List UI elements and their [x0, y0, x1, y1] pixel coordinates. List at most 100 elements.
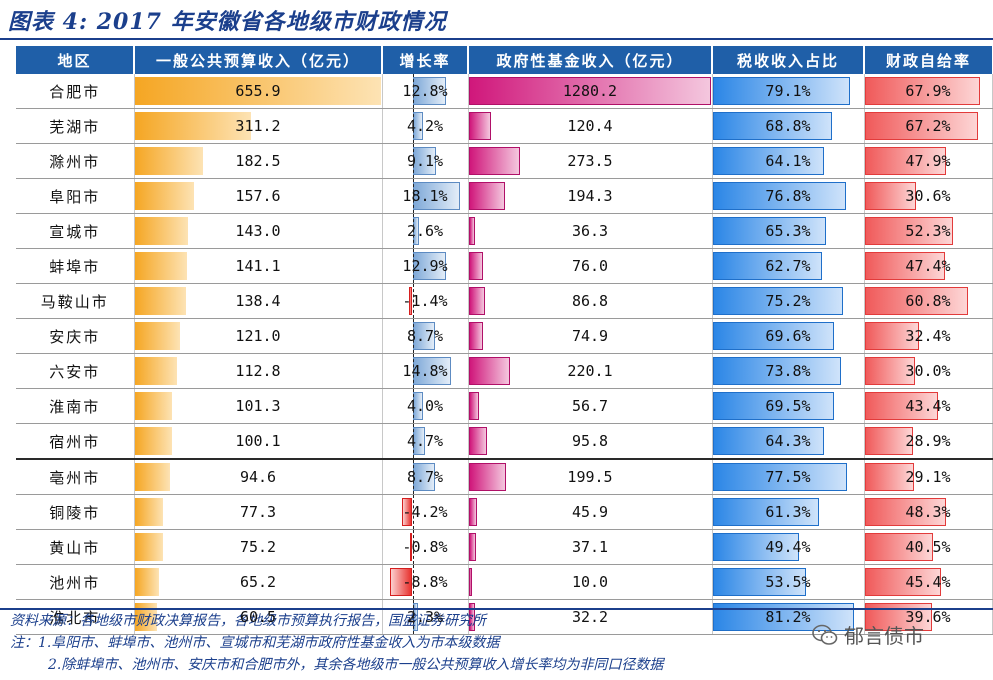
- budget-bar: [134, 533, 163, 561]
- self-cell-inner: 28.9%: [864, 424, 992, 458]
- budget-cell-inner: 138.4: [134, 284, 382, 318]
- budget-cell-inner: 311.2: [134, 109, 382, 143]
- region-cell: 宣城市: [16, 213, 135, 249]
- tax-value: 64.1%: [765, 152, 811, 170]
- self-cell-inner: 47.9%: [864, 144, 992, 178]
- fund-bar: [468, 287, 485, 315]
- tax-cell-inner: 79.1%: [712, 74, 864, 108]
- self-value: 48.3%: [905, 503, 951, 521]
- budget-value: 77.3: [239, 503, 277, 521]
- growth-cell: 12.8%: [382, 74, 469, 109]
- growth-value: 4.7%: [406, 432, 444, 450]
- budget-cell: 101.3: [134, 388, 383, 424]
- tax-bar: [712, 77, 851, 105]
- self-cell-inner: 45.4%: [864, 565, 992, 599]
- fund-bar: [468, 427, 487, 455]
- growth-cell-inner: 4.2%: [383, 109, 468, 143]
- table-row: 宣城市 143.0 2.6% 36.3 65.3% 52.3%: [16, 213, 993, 249]
- tax-value: 64.3%: [765, 432, 811, 450]
- region-cell: 黄山市: [16, 529, 135, 565]
- growth-value: 4.0%: [406, 397, 444, 415]
- fund-value: 76.0: [571, 257, 609, 275]
- growth-zero-axis: [412, 74, 414, 108]
- fund-cell-inner: 95.8: [468, 424, 712, 458]
- tax-cell-inner: 64.3%: [712, 424, 864, 458]
- table-row: 铜陵市 77.3 -4.2% 45.9 61.3% 48.3%: [16, 494, 993, 530]
- budget-value: 157.6: [235, 187, 281, 205]
- growth-cell: 8.7%: [382, 318, 469, 354]
- fund-cell: 1280.2: [468, 74, 713, 109]
- fund-cell-inner: 273.5: [468, 144, 712, 178]
- table-row: 安庆市 121.0 8.7% 74.9 69.6% 32.4%: [16, 318, 993, 354]
- budget-cell: 112.8: [134, 353, 383, 389]
- growth-cell: 2.6%: [382, 213, 469, 249]
- tax-value: 75.2%: [765, 292, 811, 310]
- tax-cell: 77.5%: [712, 458, 865, 495]
- tax-cell-inner: 75.2%: [712, 284, 864, 318]
- growth-cell: 12.9%: [382, 248, 469, 284]
- tax-cell-inner: 53.5%: [712, 565, 864, 599]
- fund-cell: 56.7: [468, 388, 713, 424]
- fund-cell-inner: 86.8: [468, 284, 712, 318]
- budget-cell: 65.2: [134, 564, 383, 600]
- tax-bar: [712, 533, 799, 561]
- self-cell: 67.9%: [864, 74, 993, 109]
- budget-cell: 143.0: [134, 213, 383, 249]
- self-value: 29.1%: [905, 468, 951, 486]
- table-row: 黄山市 75.2 -0.8% 37.1 49.4% 40.5%: [16, 529, 993, 565]
- self-value: 47.4%: [905, 257, 951, 275]
- growth-value: 8.7%: [406, 468, 444, 486]
- tax-bar: [712, 498, 820, 526]
- self-cell: 47.4%: [864, 248, 993, 284]
- self-bar: [864, 427, 914, 455]
- growth-cell: -0.8%: [382, 529, 469, 565]
- growth-zero-axis: [412, 249, 414, 283]
- self-value: 60.8%: [905, 292, 951, 310]
- growth-cell-inner: -8.8%: [383, 565, 468, 599]
- budget-bar: [134, 392, 173, 420]
- tax-value: 69.6%: [765, 327, 811, 345]
- self-cell: 52.3%: [864, 213, 993, 249]
- fund-bar: [468, 392, 480, 420]
- fund-cell: 74.9: [468, 318, 713, 354]
- fund-cell: 32.2: [468, 599, 713, 635]
- self-cell-inner: 52.3%: [864, 214, 992, 248]
- growth-zero-axis: [412, 495, 414, 529]
- tax-cell: 65.3%: [712, 213, 865, 249]
- tax-bar: [712, 392, 834, 420]
- growth-cell: 4.7%: [382, 423, 469, 460]
- growth-zero-axis: [412, 214, 414, 248]
- tax-cell: 64.1%: [712, 143, 865, 179]
- budget-value: 143.0: [235, 222, 281, 240]
- budget-cell-inner: 157.6: [134, 179, 382, 213]
- self-bar: [864, 322, 920, 350]
- region-cell: 池州市: [16, 564, 135, 600]
- tax-cell: 49.4%: [712, 529, 865, 565]
- growth-zero-axis: [412, 284, 414, 318]
- region-cell: 淮南市: [16, 388, 135, 424]
- tax-cell: 79.1%: [712, 74, 865, 109]
- tax-cell: 68.8%: [712, 108, 865, 144]
- fund-bar: [468, 77, 711, 105]
- budget-cell-inner: 60.5: [134, 600, 382, 634]
- tax-bar: [712, 603, 854, 631]
- budget-cell: 141.1: [134, 248, 383, 284]
- self-cell-inner: 40.5%: [864, 530, 992, 564]
- fund-cell-inner: 10.0: [468, 565, 712, 599]
- budget-bar: [134, 182, 194, 210]
- growth-cell-inner: -0.8%: [383, 530, 468, 564]
- budget-value: 94.6: [239, 468, 277, 486]
- self-cell: 30.0%: [864, 353, 993, 389]
- fund-cell: 10.0: [468, 564, 713, 600]
- region-cell: 安庆市: [16, 318, 135, 354]
- budget-bar: [134, 357, 177, 385]
- tax-bar: [712, 463, 848, 491]
- budget-value: 182.5: [235, 152, 281, 170]
- fund-cell: 220.1: [468, 353, 713, 389]
- budget-bar: [134, 498, 164, 526]
- growth-value: 2.6%: [406, 222, 444, 240]
- growth-bar: [408, 287, 413, 315]
- self-bar: [864, 533, 934, 561]
- tax-cell: 76.8%: [712, 178, 865, 214]
- growth-cell-inner: -1.4%: [383, 284, 468, 318]
